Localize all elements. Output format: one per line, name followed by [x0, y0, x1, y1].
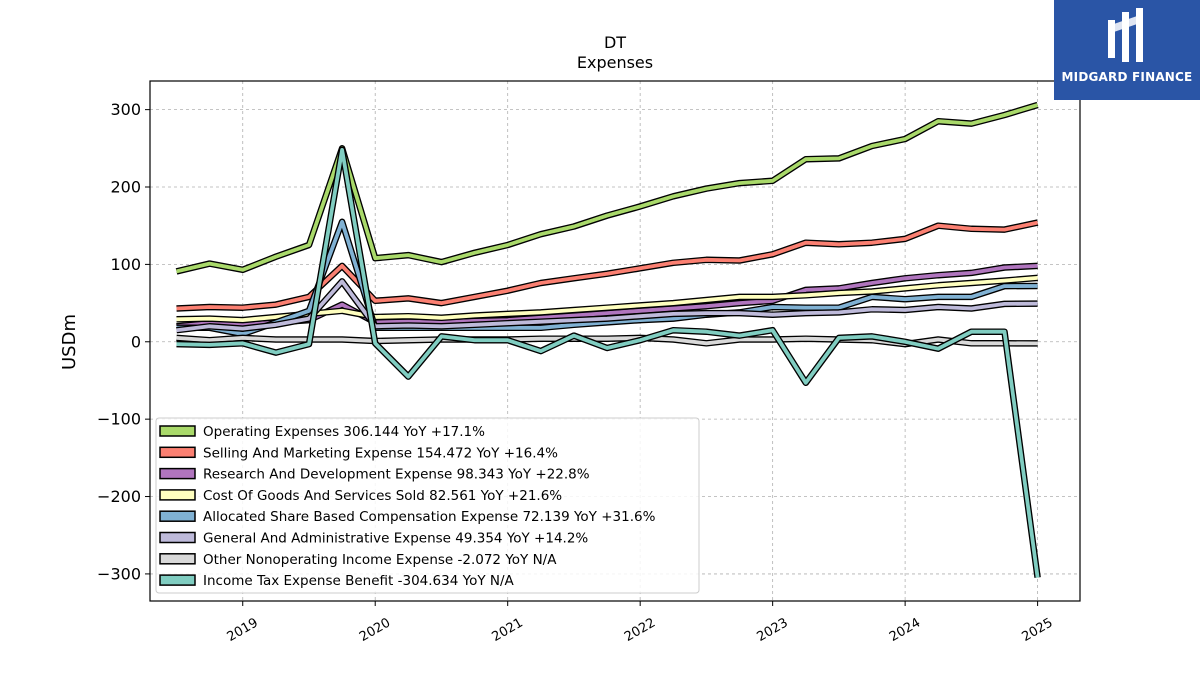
legend-swatch [159, 489, 196, 501]
legend-swatch [159, 531, 196, 544]
x-tick-label: 2021 [490, 615, 526, 645]
legend-item: Operating Expenses 306.144 YoY +17.1% [159, 424, 485, 440]
legend: Operating Expenses 306.144 YoY +17.1% Sel… [155, 417, 700, 594]
legend-label: Cost Of Goods And Services Sold 82.561 Y… [203, 488, 562, 504]
brand-name: MIDGARD FINANCE [1061, 70, 1193, 84]
series-layer [175, 101, 1041, 578]
series-line-stroke [176, 147, 1040, 578]
series-line-stroke [176, 279, 1038, 333]
chart-title: DT [604, 33, 626, 52]
legend-item: General And Administrative Expense 49.35… [159, 531, 588, 547]
brand-mark-icon [1108, 8, 1143, 62]
legend-swatch [159, 510, 196, 522]
legend-label: Allocated Share Based Compensation Expen… [203, 509, 656, 525]
x-tick-label: 2025 [1019, 615, 1055, 645]
legend-label: Research And Development Expense 98.343 … [203, 467, 590, 483]
legend-label: Other Nonoperating Income Expense -2.072… [203, 552, 557, 568]
series-line [176, 219, 1039, 312]
x-tick-label: 2020 [357, 615, 393, 645]
legend-item: Income Tax Expense Benefit -304.634 YoY … [159, 573, 515, 589]
legend-label: Selling And Marketing Expense 154.472 Yo… [203, 445, 558, 461]
series-line [176, 274, 1038, 324]
chart-subtitle: Expenses [577, 53, 653, 72]
legend-swatch [159, 467, 196, 480]
legend-label: Income Tax Expense Benefit -304.634 YoY … [203, 573, 515, 589]
legend-box [155, 417, 700, 594]
legend-item: Research And Development Expense 98.343 … [159, 467, 590, 483]
series-line-stroke [176, 103, 1039, 274]
legend-label: General And Administrative Expense 49.35… [203, 531, 588, 547]
y-tick-label: 300 [110, 100, 141, 119]
x-tick-label: 2019 [225, 615, 261, 645]
y-tick-label: −100 [97, 410, 141, 429]
legend-swatch [159, 446, 196, 459]
y-tick-label: −200 [97, 487, 141, 506]
series-line [175, 101, 1039, 275]
legend-swatch [159, 425, 196, 437]
series-line-outline [176, 219, 1039, 312]
y-tick-label: 100 [110, 255, 141, 274]
x-tick-label: 2023 [754, 615, 790, 645]
y-tick-label: 0 [131, 332, 141, 351]
x-tick-label: 2024 [887, 615, 923, 645]
legend-item: Selling And Marketing Expense 154.472 Yo… [159, 445, 558, 461]
legend-label: Operating Expenses 306.144 YoY +17.1% [203, 424, 485, 440]
y-tick-label: 200 [110, 178, 141, 197]
legend-item: Other Nonoperating Income Expense -2.072… [159, 552, 557, 568]
x-axis: 2019 2020 2021 2022 2023 2024 2025 [225, 601, 1056, 645]
legend-item: Cost Of Goods And Services Sold 82.561 Y… [159, 488, 562, 504]
y-tick-label: −300 [97, 564, 141, 583]
series-line [176, 146, 1041, 578]
plot-frame [149, 80, 1081, 602]
legend-item: Allocated Share Based Compensation Expen… [159, 509, 656, 525]
legend-swatch [159, 574, 196, 586]
brand-logo: MIDGARD FINANCE [1054, 0, 1200, 100]
y-axis-label: USDm [59, 314, 80, 370]
y-axis: −300 −200 −100 0 100 200 300 [97, 100, 150, 583]
series-line-stroke [176, 276, 1038, 323]
legend-swatch [159, 553, 196, 565]
series-line [176, 278, 1038, 334]
x-tick-label: 2022 [622, 615, 658, 645]
